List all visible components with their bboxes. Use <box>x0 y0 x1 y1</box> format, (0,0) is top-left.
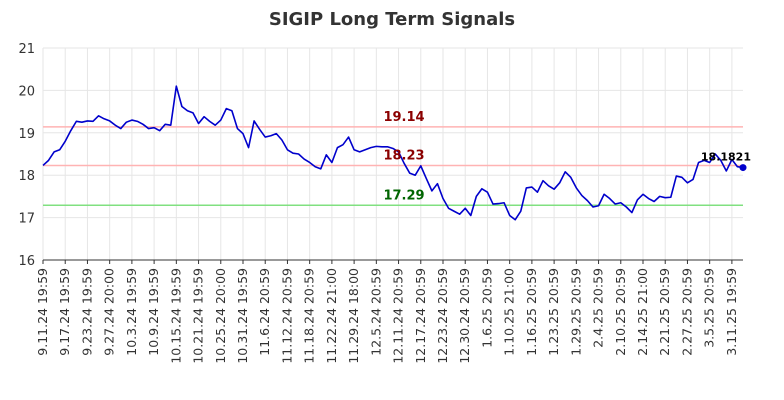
x-tick-label-3: 9.27.24 20:00 <box>102 268 117 356</box>
x-tick-label-0: 9.11.24 19:59 <box>35 268 50 356</box>
y-axis-ticks: 16 17 18 19 20 21 <box>18 42 35 269</box>
x-axis-ticks: 9.11.24 19:59 9.17.24 19:59 9.23.24 19:59 9… <box>35 268 739 364</box>
reference-lines <box>43 126 743 207</box>
x-tick-label-23: 1.23.25 20:59 <box>546 268 561 356</box>
annotations: 19.14 18.23 17.29 18.1821 <box>383 110 751 203</box>
x-tick-label-17: 12.17.24 20:59 <box>413 268 428 364</box>
axes <box>42 259 743 264</box>
grid <box>42 47 743 261</box>
x-tick-label-26: 2.10.25 20:59 <box>613 268 628 356</box>
chart-title: SIGIP Long Term Signals <box>269 9 515 30</box>
x-tick-label-10: 11.6.24 20:59 <box>257 268 272 356</box>
reference-label-2: 17.29 <box>383 188 424 203</box>
x-tick-label-7: 10.21.24 19:59 <box>191 268 206 364</box>
reference-label-1: 18.23 <box>383 148 424 163</box>
x-tick-label-14: 11.29.24 18:00 <box>346 268 361 364</box>
x-tick-label-8: 10.25.24 20:00 <box>213 268 228 364</box>
x-tick-label-29: 2.27.25 20:59 <box>679 268 694 356</box>
series-layer <box>42 85 747 221</box>
y-tick-label-2: 18 <box>18 169 35 184</box>
x-tick-label-2: 9.23.24 19:59 <box>79 268 94 356</box>
x-tick-label-12: 11.18.24 20:59 <box>302 268 317 364</box>
x-tick-label-9: 10.31.24 19:59 <box>235 268 250 364</box>
reference-label-0: 19.14 <box>383 110 424 125</box>
series-line <box>42 85 744 221</box>
y-tick-label-1: 17 <box>18 212 35 227</box>
last-value-label: 18.1821 <box>701 151 751 164</box>
x-tick-label-31: 3.11.25 19:59 <box>724 268 739 356</box>
x-tick-label-27: 2.14.25 21:00 <box>635 268 650 356</box>
x-tick-label-25: 2.4.25 20:59 <box>591 268 606 348</box>
x-tick-label-13: 11.22.24 21:00 <box>324 268 339 364</box>
y-tick-label-5: 21 <box>18 42 35 57</box>
x-tick-label-5: 10.9.24 19:59 <box>146 268 161 356</box>
x-tick-label-28: 2.21.25 20:59 <box>657 268 672 356</box>
y-tick-label-0: 16 <box>18 254 35 269</box>
x-tick-label-30: 3.5.25 20:59 <box>702 268 717 348</box>
x-tick-label-6: 10.15.24 19:59 <box>168 268 183 364</box>
y-tick-label-4: 20 <box>18 84 35 99</box>
x-tick-label-1: 9.17.24 19:59 <box>57 268 72 356</box>
y-tick-label-3: 19 <box>18 127 35 142</box>
last-point-marker <box>739 164 747 172</box>
x-tick-label-4: 10.3.24 19:59 <box>124 268 139 356</box>
x-tick-label-15: 12.5.24 20:59 <box>368 268 383 356</box>
x-tick-label-22: 1.16.25 20:59 <box>524 268 539 356</box>
x-tick-label-11: 11.12.24 20:59 <box>279 268 294 364</box>
x-tick-label-20: 1.6.25 20:59 <box>479 268 494 348</box>
x-tick-label-18: 12.23.24 20:59 <box>435 268 450 364</box>
x-tick-label-21: 1.10.25 21:00 <box>502 268 517 356</box>
x-tick-label-24: 1.29.25 20:59 <box>568 268 583 356</box>
x-tick-label-16: 12.11.24 20:59 <box>391 268 406 364</box>
x-tick-label-19: 12.30.24 20:59 <box>457 268 472 364</box>
